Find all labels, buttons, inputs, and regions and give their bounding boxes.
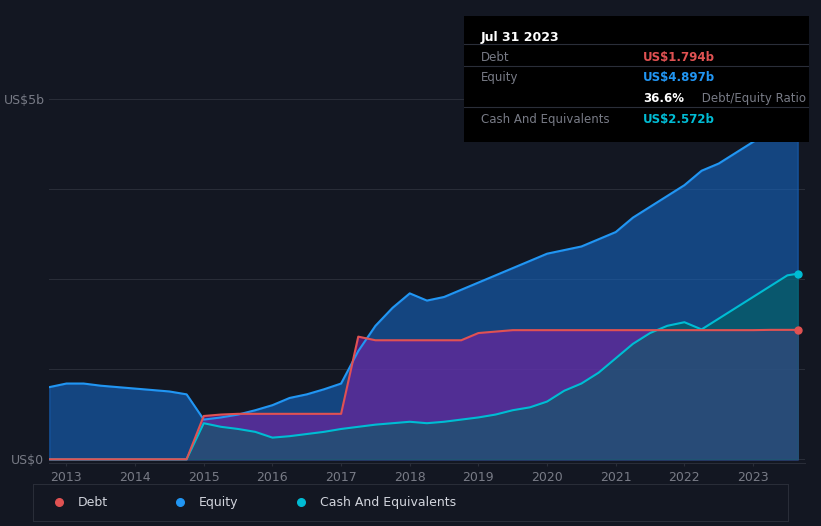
Text: Debt/Equity Ratio: Debt/Equity Ratio [699, 92, 806, 105]
Text: Debt: Debt [78, 496, 108, 509]
Text: Debt: Debt [481, 51, 510, 64]
Point [791, 269, 805, 278]
Text: US$4.897b: US$4.897b [643, 72, 715, 84]
Text: Jul 31 2023: Jul 31 2023 [481, 31, 560, 44]
Text: Cash And Equivalents: Cash And Equivalents [320, 496, 456, 509]
Text: 36.6%: 36.6% [643, 92, 684, 105]
Text: US$1.794b: US$1.794b [643, 51, 715, 64]
Text: Cash And Equivalents: Cash And Equivalents [481, 113, 610, 126]
Point [791, 102, 805, 110]
Point [791, 326, 805, 334]
Point [295, 498, 308, 507]
Text: Equity: Equity [481, 72, 519, 84]
Point [173, 498, 186, 507]
Point [53, 498, 66, 507]
Text: US$2.572b: US$2.572b [643, 113, 715, 126]
Text: Equity: Equity [199, 496, 239, 509]
